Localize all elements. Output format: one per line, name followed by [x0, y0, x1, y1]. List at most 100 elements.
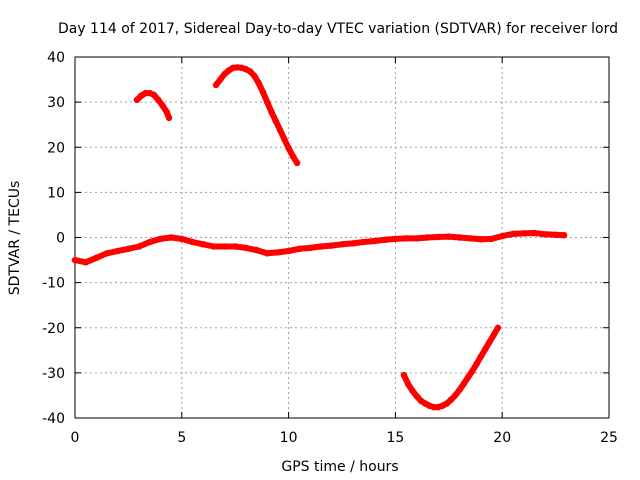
data-point — [82, 259, 89, 266]
data-point — [560, 232, 568, 239]
data-point — [349, 240, 356, 247]
data-point — [163, 108, 170, 116]
grid — [75, 57, 609, 418]
data-point — [413, 235, 420, 242]
data-point — [251, 72, 258, 80]
y-tick-label: -20 — [42, 321, 65, 337]
data-point — [114, 247, 121, 255]
data-point — [242, 244, 250, 252]
y-tick-label: 40 — [47, 50, 65, 66]
data-point — [146, 238, 153, 246]
data-point — [360, 238, 367, 246]
x-tick-label: 20 — [493, 430, 511, 446]
data-point — [296, 245, 303, 252]
data-point — [189, 238, 196, 246]
data-series — [71, 64, 568, 411]
data-point — [509, 230, 517, 238]
data-point — [253, 246, 260, 254]
data-point — [155, 96, 162, 104]
y-axis-label: SDTVAR / TECUs — [7, 181, 23, 296]
data-point — [93, 254, 100, 261]
data-point — [135, 243, 143, 250]
data-point — [456, 234, 463, 241]
data-point — [157, 235, 164, 243]
x-tick-label: 15 — [386, 430, 404, 446]
data-point — [306, 244, 314, 252]
data-point — [477, 236, 484, 243]
data-point — [221, 243, 228, 250]
x-tick-label: 25 — [600, 430, 618, 446]
y-tick-label: 30 — [47, 95, 65, 111]
data-point — [217, 76, 224, 83]
y-tick-label: 10 — [47, 185, 65, 201]
data-point — [392, 235, 399, 243]
data-point — [473, 360, 480, 368]
data-point — [499, 232, 506, 240]
data-point — [210, 243, 217, 250]
data-point — [541, 231, 549, 238]
data-point — [481, 346, 489, 353]
data-point — [452, 392, 459, 399]
data-point — [232, 243, 239, 250]
data-point — [328, 242, 335, 249]
data-point — [370, 237, 378, 245]
data-point — [212, 81, 220, 89]
data-point — [247, 68, 254, 75]
data-point — [264, 250, 271, 257]
data-point — [133, 96, 141, 104]
data-point — [456, 386, 463, 394]
data-point — [276, 126, 284, 134]
data-point — [289, 153, 297, 160]
data-point — [552, 231, 559, 238]
x-tick-label: 10 — [280, 430, 298, 446]
data-point — [338, 241, 346, 248]
data-point — [467, 235, 474, 242]
data-point — [477, 353, 484, 360]
data-point — [317, 243, 324, 250]
data-point — [424, 234, 431, 241]
data-point — [460, 380, 467, 387]
data-point — [434, 233, 442, 241]
data-point — [443, 400, 450, 407]
data-point — [285, 247, 292, 255]
data-point — [488, 235, 495, 243]
y-tick-label: 0 — [56, 231, 65, 247]
data-point — [400, 371, 408, 379]
data-point — [464, 374, 472, 381]
data-point — [447, 396, 455, 404]
data-point — [103, 250, 111, 257]
y-tick-label: -10 — [42, 276, 65, 292]
data-point — [402, 235, 410, 242]
data-point — [178, 235, 185, 243]
data-point — [381, 236, 388, 243]
data-point — [531, 229, 538, 237]
data-point — [264, 98, 271, 106]
data-point — [405, 381, 412, 388]
data-point — [469, 367, 476, 375]
data-point — [272, 117, 279, 125]
data-point — [413, 393, 420, 400]
y-tick-label: -30 — [42, 366, 65, 382]
data-point — [490, 331, 497, 339]
data-point — [274, 249, 282, 256]
data-point — [200, 241, 207, 248]
y-tick-label: 20 — [47, 140, 65, 156]
x-tick-label: 0 — [71, 430, 80, 446]
data-point — [486, 339, 493, 346]
data-point — [520, 230, 527, 237]
x-axis-label: GPS time / hours — [281, 459, 398, 475]
data-point — [71, 256, 79, 264]
y-tick-label: -40 — [42, 411, 65, 427]
data-point — [268, 108, 275, 116]
data-point — [445, 233, 452, 240]
data-point — [259, 89, 267, 96]
data-point — [221, 70, 228, 78]
data-point — [125, 245, 132, 252]
data-point — [150, 91, 158, 99]
data-point — [165, 114, 173, 122]
data-point — [494, 324, 502, 331]
data-point — [293, 159, 301, 167]
data-point — [285, 145, 292, 152]
data-point — [255, 80, 262, 87]
